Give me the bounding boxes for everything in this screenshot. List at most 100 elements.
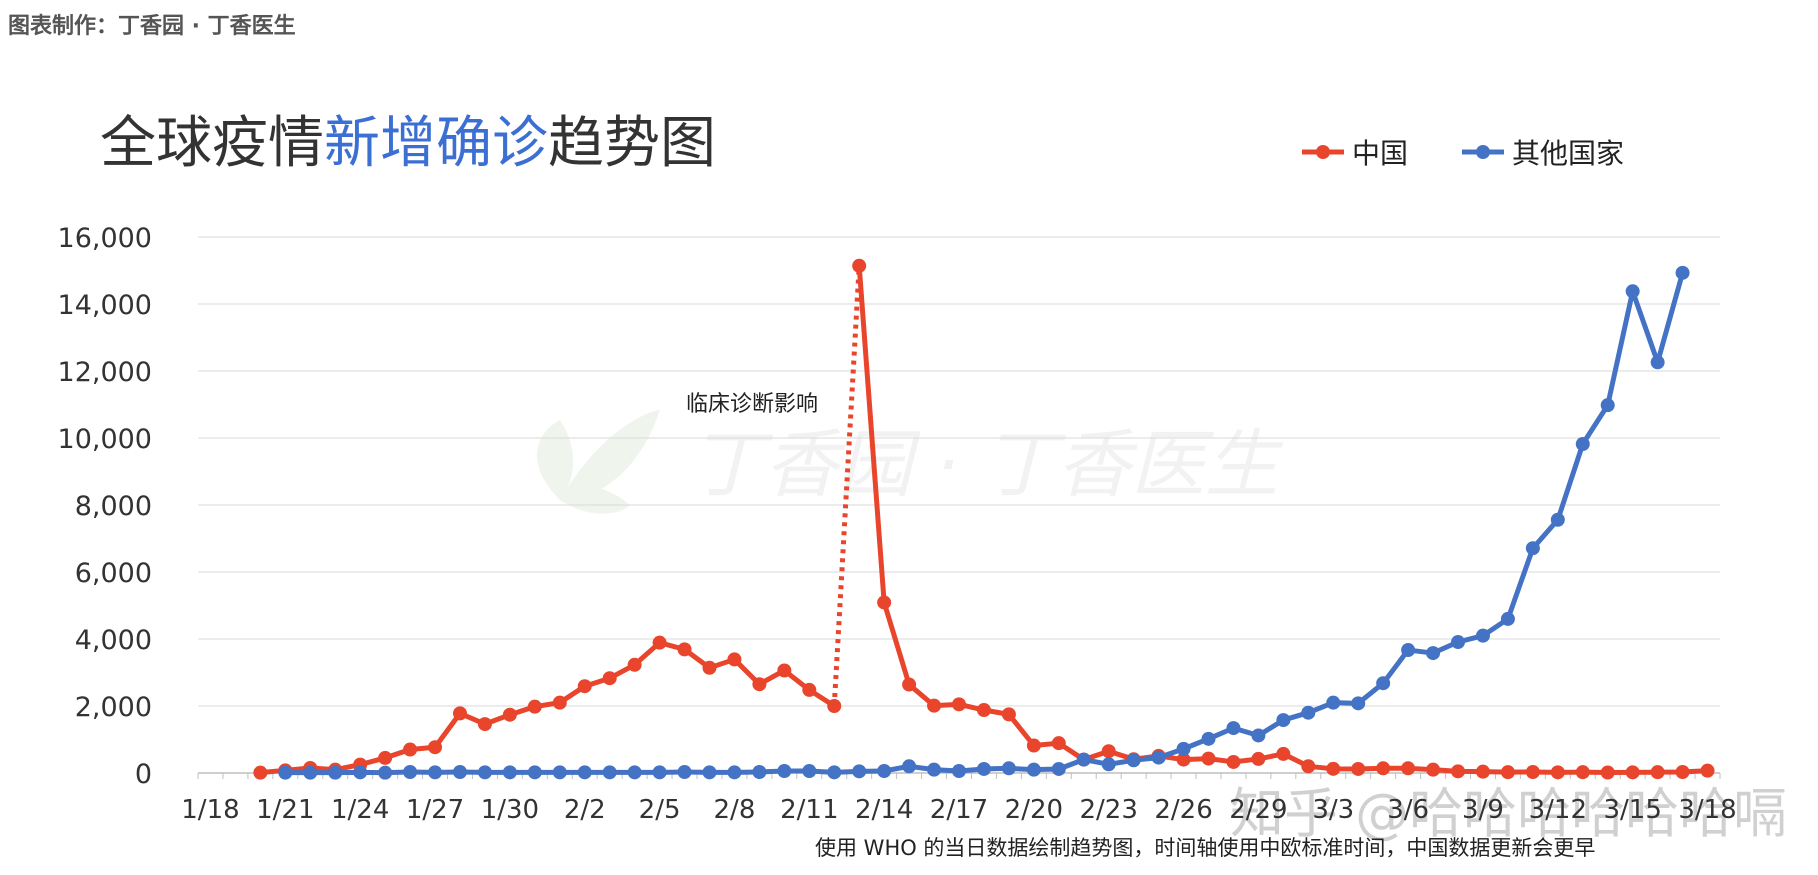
data-point-other [1276,713,1291,728]
x-tick-label: 1/21 [256,795,314,825]
annotation-clinical-diagnosis: 临床诊断影响 [686,392,819,417]
data-point-china [1625,765,1640,780]
x-tick-label: 1/18 [181,795,239,825]
data-point-china [1600,765,1615,780]
data-point-china [552,695,567,710]
data-point-china [1675,764,1690,779]
x-tick-label: 3/12 [1529,795,1587,825]
data-point-china [602,671,617,686]
data-point-other [552,765,567,780]
data-point-other [1426,646,1441,661]
data-point-china [253,765,268,780]
data-point-china [1351,761,1366,776]
watermark-leaf-3 [560,487,630,514]
data-point-china [1326,761,1341,776]
watermark-leaf-1 [560,410,660,500]
data-point-china [652,635,667,650]
x-tick-label: 2/11 [780,795,838,825]
data-point-other [278,765,293,780]
x-tick-label: 1/27 [406,795,464,825]
x-tick-label: 2/23 [1080,795,1138,825]
x-tick-label: 2/14 [855,795,913,825]
data-point-other [777,763,792,778]
data-point-china [927,698,942,713]
y-tick-label: 0 [135,759,152,790]
x-tick-label: 3/18 [1678,795,1736,825]
data-point-china [527,699,542,714]
data-point-china [403,742,418,757]
legend-marker-other [1462,145,1505,159]
y-tick-label: 10,000 [58,424,152,455]
data-point-china [1226,754,1241,769]
data-point-china [1101,744,1116,759]
data-point-china [1575,765,1590,780]
watermark-leaf-2 [536,420,574,500]
series-line-china [856,265,1708,775]
x-tick-label: 2/8 [714,795,756,825]
data-point-other [1351,696,1366,711]
x-tick-label: 2/26 [1154,795,1212,825]
data-point-other [1001,761,1016,776]
data-point-china [1700,763,1715,778]
y-tick-label: 8,000 [75,491,152,522]
x-tick-label: 3/6 [1387,795,1429,825]
data-point-other [652,765,667,780]
data-point-other [1226,721,1241,736]
data-point-other [452,764,467,779]
data-point-other [303,765,318,780]
data-point-china [1001,707,1016,722]
data-point-china [1301,759,1316,774]
data-point-china [1026,738,1041,753]
data-point-china [877,595,892,610]
x-tick-label: 2/2 [564,795,606,825]
data-point-china [952,697,966,712]
watermark-center-text: 丁香园 · 丁香医生 [690,422,1284,508]
data-point-other [1525,541,1540,556]
title-part-1: 全球疫情 [100,111,324,176]
data-point-other [1575,437,1590,452]
data-point-china [752,677,767,692]
watermark-logo: 丁香园 · 丁香医生 [536,410,1284,514]
data-point-other [1251,728,1266,743]
legend-label-china: 中国 [1352,137,1409,170]
data-point-china [802,682,817,697]
data-point-other [902,759,917,774]
data-point-other [1451,635,1466,650]
title-part-2: 趋势图 [548,111,716,176]
chart-credit: 图表制作：丁香园 · 丁香医生 [8,14,296,39]
data-point-other [1401,643,1416,658]
legend-item-china: 中国 [1300,132,1408,172]
data-point-other [752,764,767,779]
legend-label-other: 其他国家 [1512,137,1625,170]
data-point-china [727,652,742,667]
data-point-china [1251,751,1266,766]
data-point-other [1326,695,1341,710]
data-point-other [852,764,867,779]
data-point-other [702,765,717,780]
data-point-other [378,765,393,780]
data-point-other [577,765,592,780]
data-point-china [677,642,692,657]
data-point-other [353,765,368,780]
y-tick-label: 14,000 [58,290,152,321]
data-point-other [1151,750,1166,765]
data-point-other [1201,731,1216,746]
data-point-china [1475,764,1490,779]
data-point-other [677,764,692,779]
x-tick-label: 2/29 [1229,795,1287,825]
data-point-other [1301,705,1316,720]
chart-footnote: 使用 WHO 的当日数据绘制趋势图，时间轴使用中欧标准时间，中国数据更新会更早 [815,836,1596,860]
x-tick-label: 3/3 [1312,795,1354,825]
x-tick-label: 2/17 [930,795,988,825]
series-dotted-jump-china [831,265,862,707]
data-point-other [976,761,991,776]
data-point-other [1051,761,1066,776]
watermark-corner-text: 知乎 @哈哈哈哈哈哈嗝 [1230,782,1787,845]
data-point-china [1426,762,1441,777]
data-point-other [1500,611,1515,626]
data-point-china [627,657,642,672]
legend-marker-china [1302,145,1344,159]
data-point-other [403,764,418,779]
x-tick-label: 2/20 [1005,795,1063,825]
data-point-china [827,699,842,713]
